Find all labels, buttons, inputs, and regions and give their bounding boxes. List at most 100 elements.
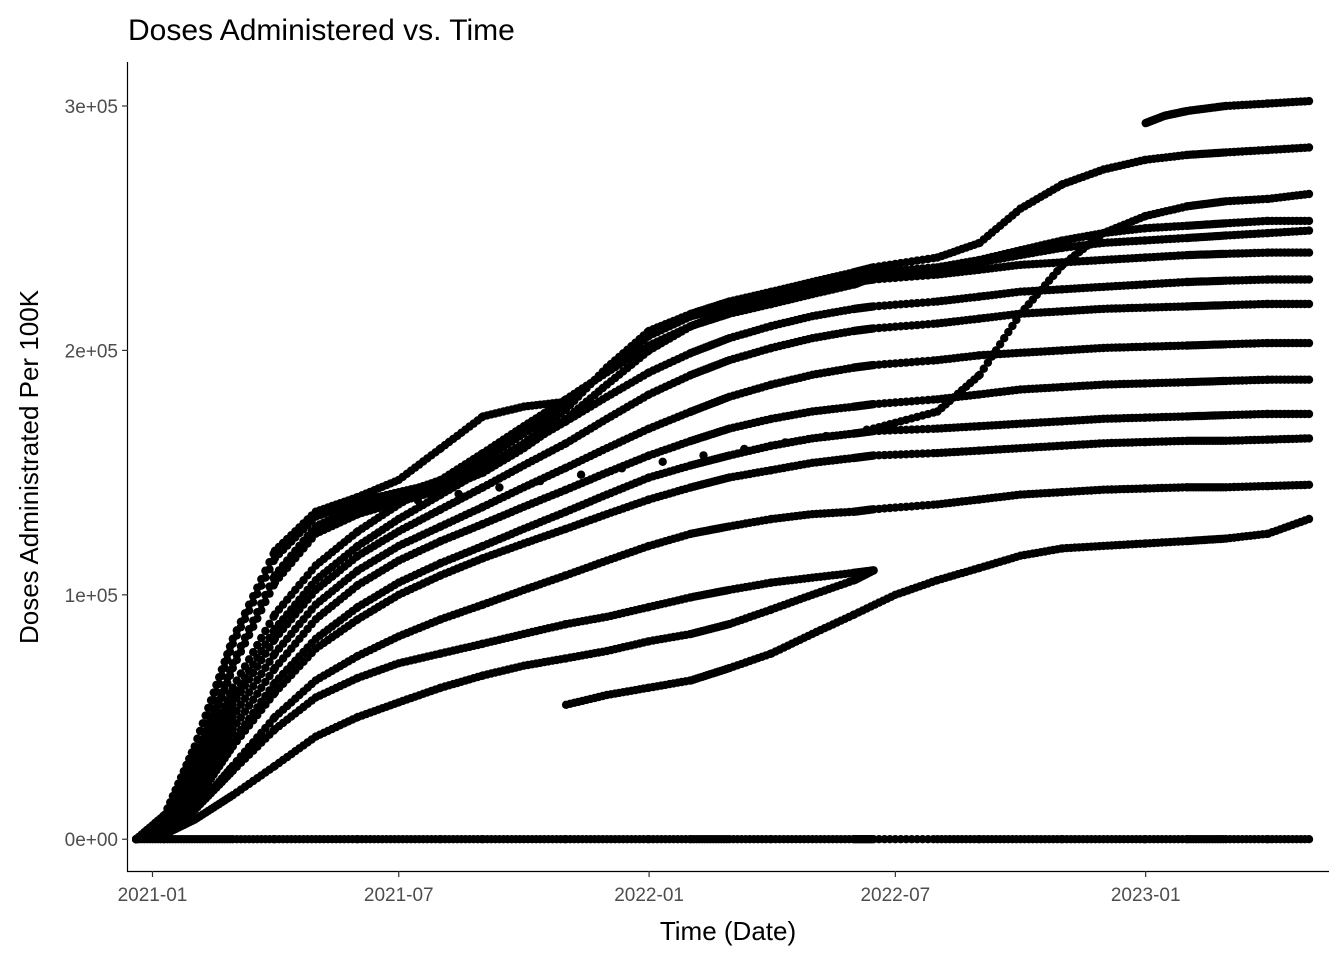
data-point — [215, 673, 224, 682]
data-point — [198, 719, 207, 728]
data-point — [261, 590, 270, 600]
data-point — [249, 592, 258, 601]
x-tick-label: 2023-01 — [1111, 885, 1181, 906]
x-tick-label: 2022-07 — [860, 885, 930, 906]
data-point — [1304, 338, 1314, 348]
data-point — [265, 657, 274, 666]
data-point — [1304, 189, 1314, 199]
data-point — [244, 625, 254, 634]
x-axis-title: Time (Date) — [660, 916, 796, 946]
y-axis-title: Doses Administrated Per 100K — [14, 289, 44, 644]
data-point — [244, 600, 254, 609]
data-point — [253, 675, 262, 685]
data-point — [249, 616, 258, 625]
data-point — [536, 476, 545, 486]
data-points — [132, 96, 1314, 844]
data-point — [413, 496, 422, 505]
data-point — [257, 599, 266, 608]
data-point — [454, 489, 463, 499]
data-point — [249, 648, 258, 657]
data-point — [1304, 226, 1314, 235]
data-point — [228, 683, 237, 692]
data-point — [240, 707, 250, 716]
data-point — [236, 700, 246, 709]
data-point — [206, 696, 216, 705]
data-point — [240, 662, 250, 671]
data-point — [244, 701, 254, 710]
data-point — [1304, 375, 1314, 384]
y-tick-label: 0e+00 — [65, 830, 118, 851]
x-tick-label: 2022-01 — [614, 885, 684, 906]
data-point — [253, 608, 262, 617]
data-point — [201, 711, 210, 720]
data-point — [232, 706, 241, 716]
data-point — [220, 657, 229, 667]
data-point — [1304, 143, 1314, 152]
data-point — [193, 734, 202, 743]
data-point — [232, 626, 241, 635]
data-point — [240, 694, 250, 703]
data-point — [236, 642, 246, 651]
data-point — [236, 669, 246, 678]
y-tick-label: 2e+05 — [65, 341, 118, 362]
data-point — [253, 583, 262, 592]
data-point — [265, 558, 274, 567]
data-point — [257, 633, 266, 643]
data-point — [257, 669, 266, 679]
data-point — [561, 397, 571, 406]
data-point — [232, 676, 241, 685]
data-point — [209, 688, 218, 697]
x-tick-label: 2021-01 — [118, 885, 188, 906]
data-point — [1304, 275, 1314, 284]
data-point — [223, 650, 232, 659]
data-point — [232, 719, 241, 728]
data-point — [253, 640, 262, 650]
data-point — [1304, 299, 1314, 309]
data-point — [236, 713, 246, 722]
x-tick-label: 2021-07 — [364, 885, 434, 906]
data-point — [1304, 409, 1314, 419]
data-point — [1304, 216, 1314, 226]
data-point — [249, 682, 258, 691]
data-point — [780, 438, 790, 447]
data-point — [257, 575, 266, 584]
data-point — [212, 680, 221, 690]
data-point — [265, 671, 274, 681]
data-point — [217, 665, 227, 674]
data-point — [190, 742, 199, 751]
data-point — [372, 502, 382, 511]
data-point — [869, 566, 878, 575]
data-point — [228, 634, 237, 643]
data-point — [240, 609, 250, 618]
data-point — [265, 619, 274, 628]
data-point — [249, 695, 258, 704]
data-point — [1304, 96, 1314, 106]
data-point — [253, 689, 262, 698]
data-point — [240, 633, 250, 642]
data-point — [261, 566, 270, 575]
data-point — [658, 457, 667, 466]
data-point — [1304, 514, 1314, 524]
data-point — [821, 431, 831, 441]
data-point — [257, 683, 266, 692]
data-point — [261, 640, 270, 649]
data-point — [236, 617, 246, 626]
data-point — [265, 582, 274, 591]
data-point — [195, 726, 205, 736]
data-point — [244, 655, 254, 664]
data-point — [1304, 835, 1314, 844]
data-point — [225, 642, 235, 651]
data-point — [740, 444, 749, 454]
y-tick-label: 1e+05 — [65, 586, 118, 607]
data-point — [1304, 480, 1314, 489]
data-point — [1304, 248, 1314, 257]
data-point — [244, 688, 254, 697]
x-axis-ticks: 2021-01 2021-07 2022-01 2022-07 2023-01 — [118, 871, 1181, 906]
chart-title: Doses Administered vs. Time — [128, 14, 515, 47]
data-point — [699, 451, 708, 460]
data-point — [576, 470, 586, 479]
data-point — [204, 703, 213, 713]
data-point — [257, 646, 266, 656]
